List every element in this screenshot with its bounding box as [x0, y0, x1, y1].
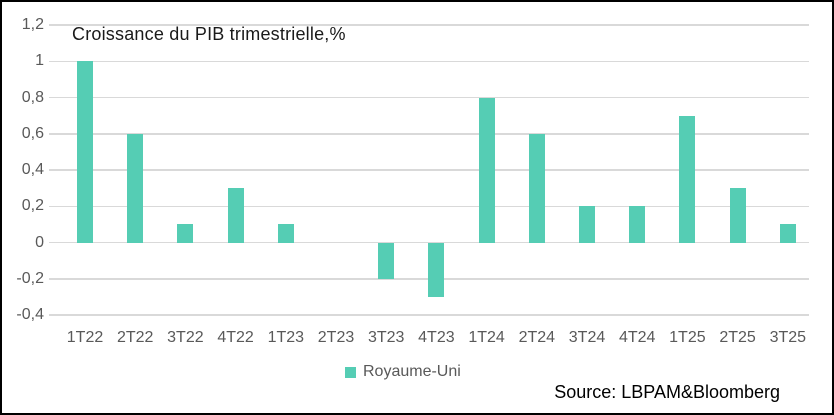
gridline-y-0,4 [49, 169, 809, 171]
bar-1T23 [277, 224, 294, 243]
x-axis-tick-label: 2T25 [719, 329, 756, 346]
gridline-y-0,2 [49, 205, 809, 207]
y-axis-tick-label: 0,2 [21, 197, 44, 215]
y-axis-tick-label: -0,4 [16, 306, 44, 323]
gridline-y-1 [49, 60, 809, 62]
bar-3T22 [177, 224, 194, 243]
y-axis-tick-label: 0,8 [21, 88, 44, 106]
y-axis-tick-label: 0,6 [21, 124, 44, 142]
x-axis-tick-label: 3T24 [568, 329, 606, 346]
bar-1T22 [77, 61, 93, 243]
x-axis-tick-label: 4T22 [217, 329, 254, 346]
x-axis-tick-label: 1T23 [267, 329, 305, 346]
x-axis-tick-label: 3T22 [167, 329, 204, 346]
x-axis-tick-label: 1T24 [468, 329, 505, 346]
y-axis-tick-label: -0,2 [16, 269, 44, 287]
x-axis-tick-label: 2T24 [518, 329, 556, 346]
gridline-y-1,2 [49, 24, 809, 26]
legend-label: Royaume-Uni [363, 363, 461, 380]
chart-title: Croissance du PIB trimestrielle,% [72, 24, 346, 44]
bar-4T22 [227, 188, 244, 243]
x-axis-tick-label: 1T25 [669, 329, 706, 346]
bar-4T23 [428, 242, 445, 297]
bar-3T23 [378, 242, 395, 279]
bar-4T24 [629, 206, 646, 243]
bar-3T25 [779, 224, 796, 243]
x-axis-tick-label: 2T23 [317, 329, 355, 346]
gridline-y-0,6 [49, 133, 809, 135]
y-axis-tick-label: 0,4 [21, 161, 44, 178]
y-axis-tick-label: 0 [35, 233, 44, 251]
bar-2T22 [127, 133, 144, 243]
x-axis-tick-label: 3T23 [367, 329, 405, 346]
bar-2T24 [528, 133, 545, 243]
x-axis-tick-label: 3T25 [769, 329, 807, 346]
x-axis-tick-label: 4T23 [418, 329, 455, 346]
gridline-y--0,4 [49, 314, 809, 316]
legend: Royaume-Uni [345, 363, 461, 381]
source-note: Source: LBPAM&Bloomberg [554, 382, 780, 402]
y-axis-tick-label: 1,2 [21, 16, 44, 33]
legend-color-swatch-icon [345, 366, 356, 378]
gridline-y-0,8 [49, 96, 809, 99]
x-axis-tick-label: 2T22 [116, 329, 154, 346]
bar-1T24 [478, 97, 495, 243]
x-axis-tick-label: 4T24 [618, 329, 656, 346]
bar-2T25 [729, 188, 746, 243]
bar-3T24 [579, 206, 595, 243]
x-axis-tick-label: 1T22 [66, 329, 104, 346]
y-axis-tick-label: 1 [35, 52, 44, 70]
bar-1T25 [679, 115, 696, 243]
